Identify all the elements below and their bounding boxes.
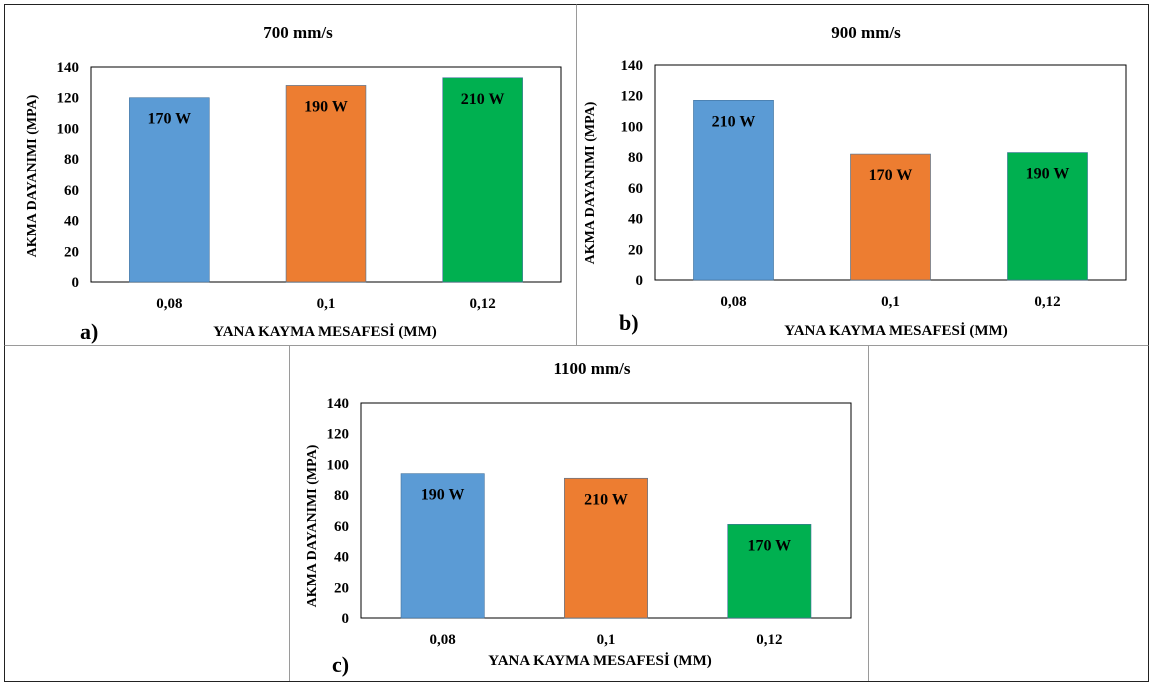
y-tick-label: 120 [57, 91, 80, 107]
x-tick-label: 0,08 [156, 296, 182, 312]
bar-data-label: 170 W [869, 167, 913, 184]
x-axis-label: YANA KAYMA MESAFESİ (MM) [488, 652, 711, 669]
y-tick-label: 100 [57, 121, 80, 137]
y-tick-label: 20 [628, 242, 643, 258]
frame-bottom-border [4, 681, 1149, 682]
y-tick-label: 60 [334, 519, 349, 535]
bar-data-label: 190 W [421, 487, 465, 504]
y-tick-label: 40 [334, 550, 349, 566]
x-tick-label: 0,08 [430, 632, 456, 648]
y-axis-label: AKMA DAYANIMI (MPA) [305, 444, 320, 607]
chart-b: 900 mm/s AKMA DAYANIMI (MPA) 210 W 170 W 1… [583, 23, 1127, 339]
y-tick-label: 120 [621, 89, 644, 105]
bar-data-label: 210 W [461, 91, 505, 108]
y-tick-label: 140 [57, 60, 80, 76]
chart-panel-b: 900 mm/s AKMA DAYANIMI (MPA) 210 W 170 W 1… [576, 4, 1149, 346]
x-tick-label: 0,12 [1034, 294, 1060, 310]
chart-panel-c: 1100 mm/s AKMA DAYANIMI (MPA) 190 W 210 W… [289, 346, 869, 682]
panel-label: c) [332, 652, 349, 677]
y-tick-label: 20 [334, 580, 349, 596]
bar [850, 153, 931, 281]
y-tick-label: 0 [342, 611, 350, 627]
bar [129, 97, 210, 283]
chart-title: 700 mm/s [263, 23, 333, 42]
x-tick-label: 0,1 [597, 632, 616, 648]
y-tick-label: 60 [628, 181, 643, 197]
bar-data-label: 210 W [712, 113, 756, 130]
y-tick-label: 80 [628, 150, 643, 166]
bar-data-label: 170 W [147, 111, 191, 128]
bar [442, 77, 523, 283]
chart-panel-a: 700 mm/s AKMA DAYANIMI (MPA) 170 W 190 W 2… [4, 4, 576, 346]
x-tick-label: 0,1 [881, 294, 900, 310]
y-tick-label: 100 [327, 457, 350, 473]
y-tick-label: 0 [636, 273, 644, 289]
y-tick-label: 80 [64, 152, 79, 168]
chart-title: 1100 mm/s [554, 359, 631, 378]
bar-data-label: 190 W [304, 98, 348, 115]
y-tick-label: 120 [327, 427, 350, 443]
y-tick-label: 40 [64, 214, 79, 230]
chart-a: 700 mm/s AKMA DAYANIMI (MPA) 170 W 190 W 2… [25, 23, 562, 344]
y-tick-label: 80 [334, 488, 349, 504]
frame-left-border [4, 346, 5, 682]
bar [400, 473, 485, 619]
bar [727, 524, 812, 619]
y-axis-label: AKMA DAYANIMI (MPA) [583, 101, 598, 264]
x-tick-label: 0,08 [720, 294, 746, 310]
bar-data-label: 210 W [584, 491, 628, 508]
y-axis-label: AKMA DAYANIMI (MPA) [25, 94, 40, 257]
x-tick-label: 0,1 [317, 296, 336, 312]
frame-right-border [1148, 346, 1149, 682]
y-tick-label: 140 [621, 58, 644, 74]
bar-data-label: 190 W [1026, 166, 1070, 183]
panel-label: a) [80, 319, 98, 344]
x-tick-label: 0,12 [756, 632, 782, 648]
x-tick-label: 0,12 [470, 296, 496, 312]
y-tick-label: 140 [327, 396, 350, 412]
bar-data-label: 170 W [747, 537, 791, 554]
bar [1007, 152, 1088, 281]
y-tick-label: 100 [621, 119, 644, 135]
chart-c: 1100 mm/s AKMA DAYANIMI (MPA) 190 W 210 W… [305, 359, 852, 677]
panel-label: b) [619, 310, 639, 335]
bar [693, 100, 774, 281]
y-tick-label: 40 [628, 212, 643, 228]
bar [285, 85, 367, 283]
y-tick-label: 60 [64, 183, 79, 199]
x-axis-label: YANA KAYMA MESAFESİ (MM) [213, 323, 436, 340]
chart-title: 900 mm/s [831, 23, 901, 42]
y-tick-label: 0 [72, 275, 80, 291]
y-tick-label: 20 [64, 244, 79, 260]
x-axis-label: YANA KAYMA MESAFESİ (MM) [784, 322, 1007, 339]
bar [564, 477, 648, 619]
